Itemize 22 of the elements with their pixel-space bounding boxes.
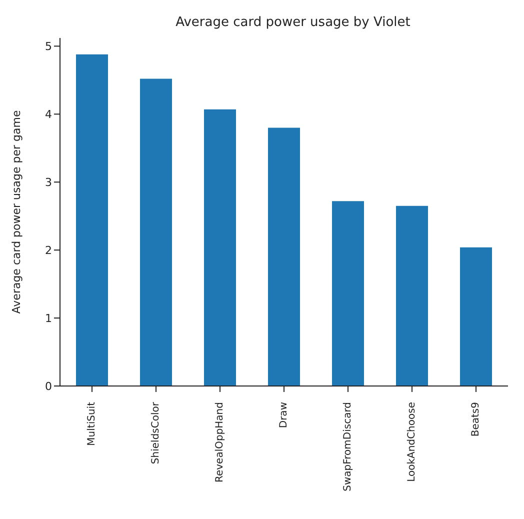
bar (76, 54, 108, 386)
bar (204, 109, 236, 386)
y-tick-label: 3 (45, 176, 52, 189)
y-tick-label: 5 (45, 40, 52, 54)
x-tick-label: MultiSuit (86, 402, 98, 446)
x-tick-label: ShieldsColor (150, 401, 162, 464)
x-tick-label: Beats9 (470, 402, 482, 437)
y-tick-label: 2 (45, 244, 52, 257)
x-tick-label: Draw (278, 402, 290, 428)
bar (460, 247, 492, 386)
y-tick-label: 4 (45, 108, 52, 122)
bar (268, 128, 300, 386)
y-tick-label: 0 (45, 380, 52, 393)
bar (140, 78, 172, 386)
y-tick-label: 1 (45, 312, 52, 325)
x-tick-label: SwapFromDiscard (342, 402, 354, 492)
y-axis-title: Average card power usage per game (10, 110, 23, 314)
bar (396, 206, 428, 386)
bar (332, 201, 364, 386)
x-tick-label: RevealOppHand (214, 402, 226, 483)
x-tick-label: LookAndChoose (406, 402, 418, 482)
chart-title: Average card power usage by Violet (176, 15, 410, 30)
